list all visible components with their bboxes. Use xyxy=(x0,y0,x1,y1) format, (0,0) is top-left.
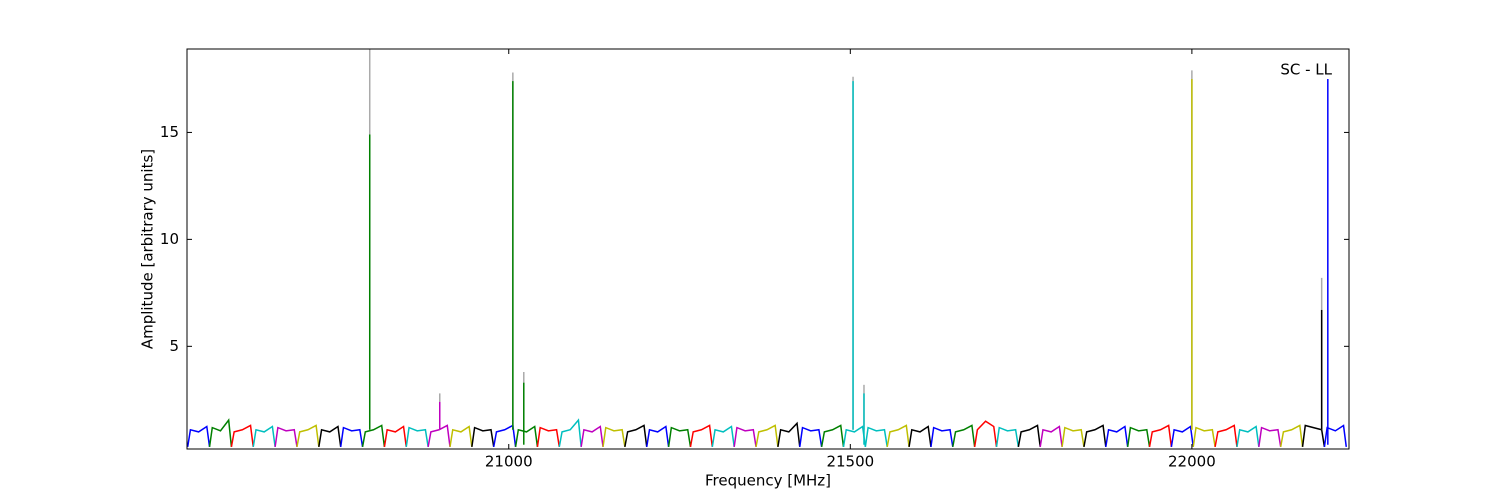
spectrum-line xyxy=(777,421,801,447)
spectrum-line xyxy=(930,426,954,447)
spectrum-line xyxy=(667,426,692,447)
spectrum-line xyxy=(383,425,408,447)
spectrum-line xyxy=(624,424,648,447)
spectrum-line xyxy=(689,424,714,447)
annotation: SC - LL xyxy=(1280,61,1332,79)
spectrum-line xyxy=(1279,424,1304,447)
spectrum-line xyxy=(405,426,429,447)
spectrum-line xyxy=(514,425,539,447)
x-tick-label: 22000 xyxy=(1168,453,1216,471)
spectrum-line xyxy=(820,424,845,447)
spectrum-line xyxy=(602,426,626,447)
spectrum-line xyxy=(952,424,976,447)
spectrum-line xyxy=(995,426,1020,447)
y-axis-label: Amplitude [arbitrary units] xyxy=(139,149,157,349)
x-axis-label: Frequency [MHz] xyxy=(705,472,831,490)
spectrum-line xyxy=(864,426,888,447)
spectrum-line xyxy=(973,420,998,447)
spectrum-line xyxy=(318,425,342,447)
spectrum-line xyxy=(208,418,233,447)
spectrum-line xyxy=(1170,425,1194,447)
spectrum-line xyxy=(733,426,757,447)
plot-area xyxy=(187,49,1348,447)
spectrum-line xyxy=(252,425,276,447)
spectrum-line xyxy=(296,424,320,447)
spectrum-line xyxy=(1061,426,1085,447)
spectrum-line xyxy=(471,426,495,447)
spectrum-line xyxy=(645,425,670,447)
axes-frame xyxy=(186,48,1350,450)
spectrum-line xyxy=(1017,424,1041,447)
spectrum-line xyxy=(536,426,561,447)
spectrum-line xyxy=(842,425,867,447)
spectrum-line xyxy=(755,424,779,447)
spectrum-line xyxy=(492,424,517,447)
spectrum-line xyxy=(908,425,932,447)
spectrum-line xyxy=(1236,425,1260,447)
y-tick-label: 10 xyxy=(160,230,179,248)
spectrum-line xyxy=(1105,425,1129,447)
spectrum-line xyxy=(1301,424,1326,447)
spectrum-line xyxy=(1214,424,1238,447)
y-tick-label: 5 xyxy=(169,337,179,355)
spectrum-line xyxy=(339,426,364,447)
spectrum-line xyxy=(1039,425,1063,447)
spectrum-line xyxy=(711,425,735,447)
spectrum-line xyxy=(1126,426,1151,447)
spectrum-line xyxy=(449,425,473,447)
spectrum-line xyxy=(799,426,823,447)
spectrum-line xyxy=(558,418,582,447)
x-tick-label: 21500 xyxy=(826,453,874,471)
spectrum-line xyxy=(1323,424,1348,447)
spectrum-line xyxy=(886,424,910,447)
spectrum-line xyxy=(580,425,604,447)
x-tick-label: 21000 xyxy=(485,453,533,471)
spectrum-line xyxy=(1192,426,1216,447)
spectrum-line xyxy=(1258,426,1282,447)
spectrum-line xyxy=(361,424,386,447)
spectrum-line xyxy=(1083,424,1107,447)
spectrum-line xyxy=(1148,424,1173,447)
spectrum-line xyxy=(187,425,211,447)
spectrum-line xyxy=(230,424,255,447)
y-tick-label: 15 xyxy=(160,123,179,141)
spectrum-line xyxy=(274,426,298,447)
